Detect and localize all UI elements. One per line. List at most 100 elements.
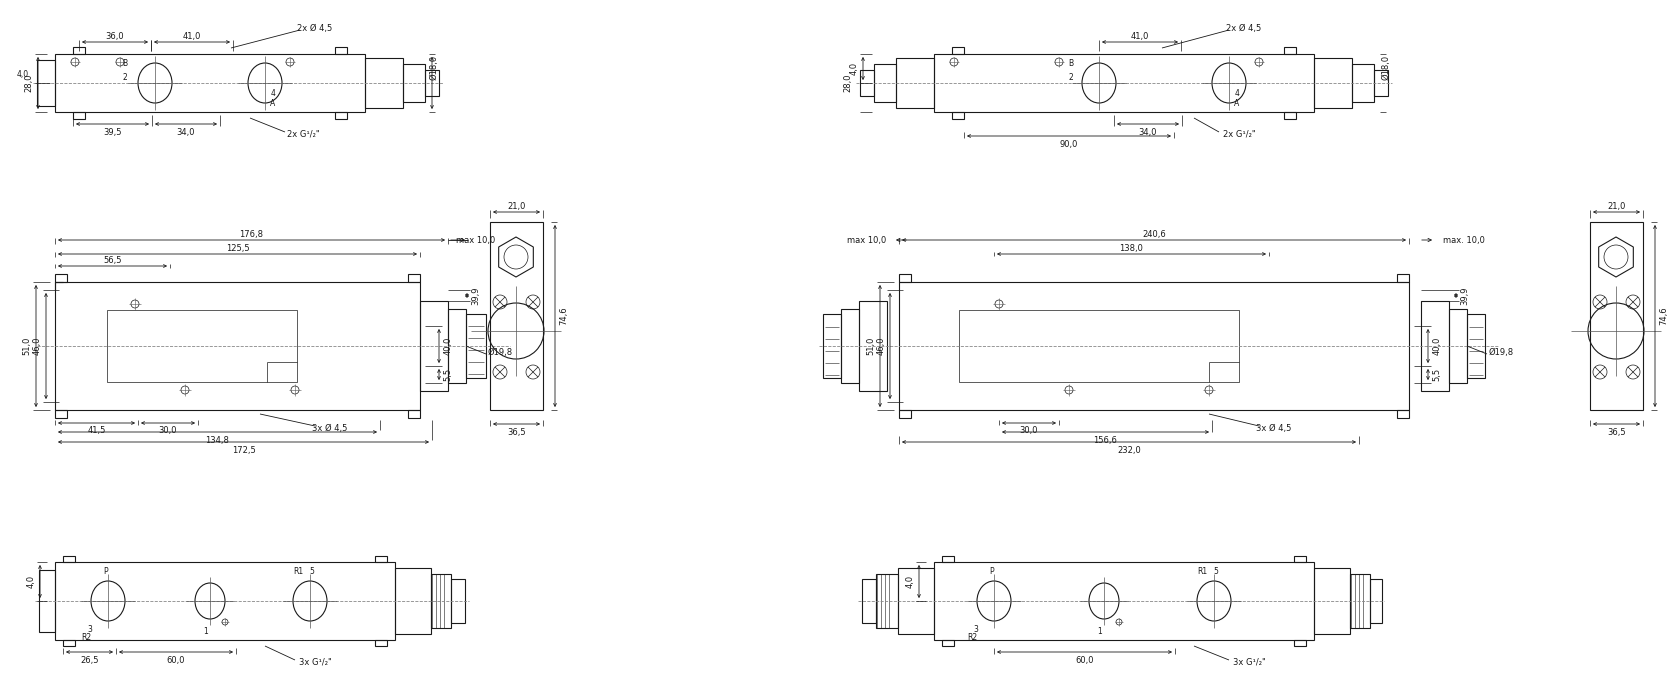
Bar	[402, 64, 424, 102]
Bar	[37, 60, 55, 106]
Bar	[1285, 47, 1296, 54]
Bar	[953, 47, 964, 54]
Bar	[490, 222, 543, 410]
Bar	[859, 301, 887, 391]
Text: B: B	[122, 60, 127, 69]
Text: 60,0: 60,0	[166, 655, 184, 664]
Bar	[64, 640, 75, 646]
Bar	[1295, 640, 1306, 646]
Text: P: P	[104, 566, 109, 575]
Bar	[1295, 556, 1306, 562]
Bar	[874, 64, 896, 102]
Text: 39,9: 39,9	[1461, 286, 1469, 304]
Bar	[396, 568, 431, 634]
Bar	[74, 112, 86, 119]
Text: 51,0: 51,0	[867, 337, 875, 355]
Bar	[335, 47, 347, 54]
Text: 30,0: 30,0	[159, 426, 178, 435]
Text: 2: 2	[122, 73, 127, 81]
Bar	[55, 410, 67, 418]
Text: 40,0: 40,0	[443, 337, 453, 355]
Bar	[366, 58, 402, 108]
Text: 39,5: 39,5	[104, 127, 122, 136]
Bar	[431, 574, 451, 628]
Bar	[408, 410, 419, 418]
Text: 51,0: 51,0	[22, 337, 32, 355]
Text: 28,0: 28,0	[844, 74, 852, 92]
Text: 41,0: 41,0	[183, 32, 201, 41]
Text: 39,9: 39,9	[471, 286, 481, 304]
Text: Ø19,8: Ø19,8	[1489, 347, 1514, 356]
Text: 172,5: 172,5	[231, 445, 255, 454]
Text: 2: 2	[1068, 73, 1073, 81]
Bar	[942, 556, 954, 562]
Bar	[1285, 112, 1296, 119]
Bar	[39, 570, 55, 632]
Text: Ø18,0: Ø18,0	[1382, 55, 1390, 80]
Text: 60,0: 60,0	[1075, 655, 1093, 664]
Text: 3: 3	[974, 626, 978, 634]
Text: 34,0: 34,0	[1139, 127, 1157, 136]
Text: 74,6: 74,6	[560, 307, 569, 326]
Bar	[466, 314, 486, 378]
Text: 34,0: 34,0	[176, 127, 195, 136]
Bar	[953, 112, 964, 119]
Text: 4: 4	[1234, 90, 1239, 99]
Text: 232,0: 232,0	[1117, 445, 1140, 454]
Text: max 10,0: max 10,0	[847, 235, 887, 244]
Bar	[899, 274, 911, 282]
Text: R2: R2	[968, 633, 978, 641]
Text: 4: 4	[270, 90, 275, 99]
Text: A: A	[270, 99, 275, 108]
Bar	[55, 562, 396, 640]
Bar	[1449, 309, 1467, 383]
Text: 2x Ø 4,5: 2x Ø 4,5	[1226, 24, 1261, 32]
Text: 3: 3	[87, 626, 92, 634]
Bar	[74, 47, 86, 54]
Text: 2x G¹/₂": 2x G¹/₂"	[1223, 130, 1256, 139]
Text: 4,0: 4,0	[850, 62, 859, 75]
Bar	[451, 579, 465, 623]
Bar	[899, 410, 911, 418]
Bar	[55, 282, 419, 410]
Bar	[408, 274, 419, 282]
Text: 134,8: 134,8	[206, 435, 230, 444]
Bar	[934, 562, 1315, 640]
Text: 4,0: 4,0	[17, 71, 29, 80]
Bar	[934, 54, 1315, 112]
Bar	[1370, 579, 1382, 623]
Text: R1: R1	[1197, 566, 1207, 575]
Text: 2x G¹/₂": 2x G¹/₂"	[287, 130, 319, 139]
Bar	[1397, 274, 1409, 282]
Text: 125,5: 125,5	[226, 244, 250, 253]
Text: 1: 1	[1098, 627, 1102, 636]
Bar	[875, 574, 897, 628]
Bar	[840, 309, 859, 383]
Text: P: P	[989, 566, 994, 575]
Text: B: B	[1068, 60, 1073, 69]
Bar	[1420, 301, 1449, 391]
Bar	[897, 568, 934, 634]
Text: 28,0: 28,0	[25, 74, 34, 92]
Bar	[64, 556, 75, 562]
Text: 176,8: 176,8	[240, 230, 263, 239]
Text: 30,0: 30,0	[1020, 426, 1038, 435]
Bar	[942, 640, 954, 646]
Bar	[1590, 222, 1643, 410]
Text: 41,5: 41,5	[87, 426, 106, 435]
Bar	[899, 282, 1409, 410]
Bar	[1315, 568, 1350, 634]
Text: 90,0: 90,0	[1060, 139, 1078, 148]
Bar	[1373, 70, 1389, 96]
Bar	[1467, 314, 1486, 378]
Text: 36,5: 36,5	[1607, 428, 1625, 437]
Text: 3x Ø 4,5: 3x Ø 4,5	[1256, 424, 1291, 433]
Text: max. 10,0: max. 10,0	[1444, 235, 1484, 244]
Text: Ø18,0: Ø18,0	[429, 55, 438, 80]
Bar	[107, 310, 297, 382]
Text: A: A	[1234, 99, 1239, 108]
Text: 56,5: 56,5	[104, 256, 122, 265]
Bar	[862, 579, 875, 623]
Text: 138,0: 138,0	[1120, 244, 1144, 253]
Bar	[55, 54, 366, 112]
